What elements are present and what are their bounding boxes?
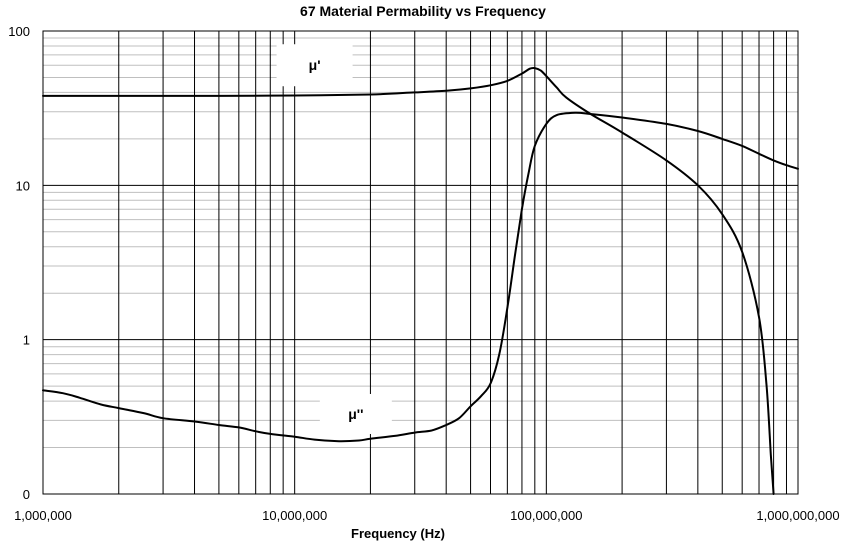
chart-title: 67 Material Permability vs Frequency <box>300 3 546 19</box>
minor-y-gridlines <box>43 37 798 449</box>
series-labels: μ' μ'' <box>276 44 392 434</box>
y-tick-labels: 0 1 10 100 <box>8 24 30 502</box>
x-tick-label: 100,000,000 <box>510 508 582 523</box>
y-tick-label: 0 <box>23 487 30 502</box>
series-label-box <box>319 393 392 434</box>
series-lines <box>42 66 799 495</box>
series-label-mu-prime: μ' <box>309 57 321 73</box>
x-axis-title: Frequency (Hz) <box>351 526 445 541</box>
series-line-mu-double-prime <box>42 111 799 443</box>
y-tick-label: 100 <box>8 24 30 39</box>
x-tick-labels: 1,000,000 10,000,000 100,000,000 1,000,000,… <box>14 508 839 523</box>
y-tick-label: 1 <box>23 333 30 348</box>
y-tick-label: 10 <box>16 178 30 193</box>
x-tick-label: 1,000,000,000 <box>756 508 839 523</box>
x-tick-label: 1,000,000 <box>14 508 72 523</box>
series-line-mu-prime <box>42 66 775 495</box>
series-label-box <box>276 44 353 87</box>
x-tick-label: 10,000,000 <box>262 508 327 523</box>
series-label-mu-double-prime: μ'' <box>348 406 363 422</box>
plot-frame <box>42 30 799 495</box>
